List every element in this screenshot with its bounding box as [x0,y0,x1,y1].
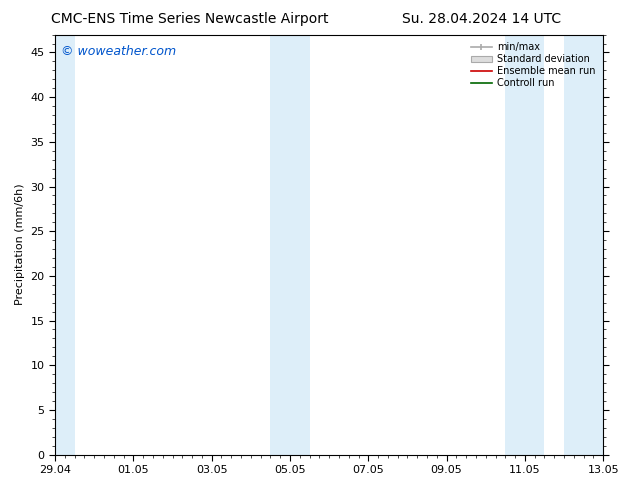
Bar [505,35,545,455]
Legend: min/max, Standard deviation, Ensemble mean run, Controll run: min/max, Standard deviation, Ensemble me… [468,40,598,91]
Y-axis label: Precipitation (mm/6h): Precipitation (mm/6h) [15,184,25,305]
Bar [55,35,75,455]
Text: CMC-ENS Time Series Newcastle Airport: CMC-ENS Time Series Newcastle Airport [51,12,329,26]
Text: © woweather.com: © woweather.com [61,45,176,58]
Bar [271,35,309,455]
Text: Su. 28.04.2024 14 UTC: Su. 28.04.2024 14 UTC [403,12,561,26]
Bar [564,35,603,455]
